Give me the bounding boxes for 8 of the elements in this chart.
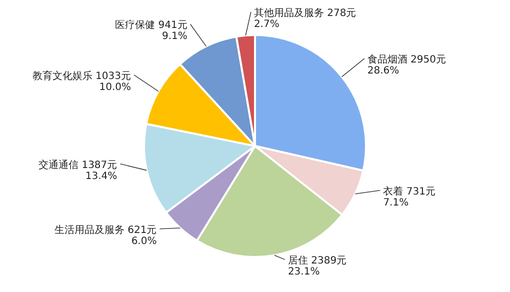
slice-label: 衣着 731元 7.1% xyxy=(383,185,436,208)
slice-label: 其他用品及服务 278元 2.7% xyxy=(254,6,356,30)
slice-label: 医疗保健 941元 9.1% xyxy=(115,19,188,42)
slice-label: 食品烟酒 2950元 28.6% xyxy=(367,54,446,77)
slice-label: 居住 2389元 23.1% xyxy=(288,256,347,278)
slice-label: 教育文化娱乐 1033元 10.0% xyxy=(32,70,132,93)
slice-label: 生活用品及服务 621元 6.0% xyxy=(54,224,157,247)
slice-label: 交通通信 1387元 13.4% xyxy=(38,158,118,182)
